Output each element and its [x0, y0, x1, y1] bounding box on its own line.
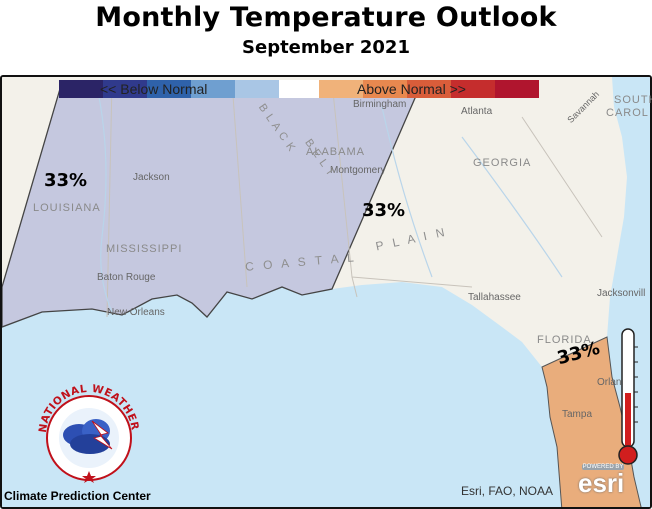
cpc-label: Climate Prediction Center [4, 489, 151, 503]
legend-swatch [451, 80, 495, 98]
legend-swatch [407, 80, 451, 98]
place-atlanta: Atlanta [461, 106, 493, 117]
place-tampa: Tampa [562, 409, 593, 420]
legend-swatch [103, 80, 147, 98]
legend-swatch [495, 80, 539, 98]
legend-swatch [319, 80, 363, 98]
page-title: Monthly Temperature Outlook [95, 2, 557, 33]
rivers [96, 86, 563, 313]
place-orlando: Orlando [597, 377, 633, 388]
legend-swatch [147, 80, 191, 98]
gulf-of-mexico [2, 282, 562, 507]
nws-logo: NATIONAL WEATHER SERVICE [34, 383, 141, 483]
region-alabama: ALABAMA [306, 146, 365, 158]
legend-color-bar [59, 80, 539, 98]
probability-label-central: 33% [362, 200, 406, 221]
probability-label-west: 33% [44, 170, 88, 191]
legend-swatch [363, 80, 407, 98]
place-birmingham: Birmingham [353, 99, 407, 110]
atlantic-ocean [607, 77, 650, 507]
legend-above-label: Above Normal >> [357, 81, 466, 97]
region-mississippi: MISSISSIPPI [106, 243, 183, 255]
legend-below-label: << Below Normal [100, 81, 208, 97]
esri-brand-text: esri [578, 468, 625, 498]
legend-swatch [59, 80, 103, 98]
state-boundaries [106, 81, 603, 318]
region-georgia: GEORGIA [473, 157, 532, 169]
place-baton-rouge: Baton Rouge [97, 272, 156, 283]
place-new-orleans: New Orleans [107, 307, 165, 318]
below-normal-area [2, 81, 423, 328]
thermometer-icon [618, 328, 638, 465]
place-tallahassee: Tallahassee [468, 292, 521, 303]
legend-swatch [191, 80, 235, 98]
region-south-carolina-2: CAROL [606, 107, 649, 119]
place-montgomery: Montgomery [330, 165, 386, 176]
region-south-carolina-1: SOUTH [614, 94, 652, 106]
region-florida: FLORIDA [537, 334, 592, 346]
esri-logo: POWERED BY esri [576, 464, 636, 504]
page-subtitle: September 2021 [242, 37, 410, 58]
legend-swatch [279, 80, 319, 98]
region-louisiana: LOUISIANA [33, 202, 101, 214]
legend-swatch [235, 80, 279, 98]
esri-powered-text: POWERED BY [582, 464, 624, 470]
map-credits: Esri, FAO, NOAA [461, 484, 554, 498]
place-jacksonville: Jacksonvill [597, 288, 646, 299]
place-jackson: Jackson [133, 172, 170, 183]
